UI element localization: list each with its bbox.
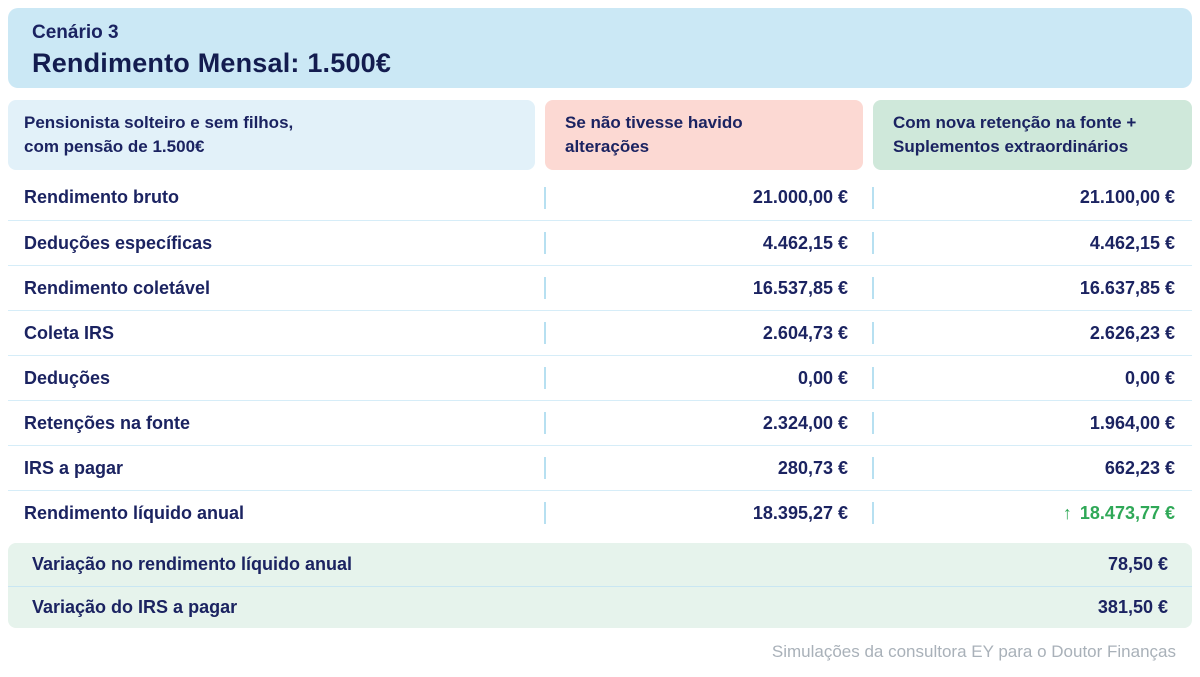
row-label: Deduções: [24, 367, 111, 388]
summary-value: 381,50 €: [1097, 597, 1168, 617]
profile-line-2: com pensão de 1.500€: [24, 137, 205, 156]
row-value-before: 280,73 €: [544, 446, 872, 490]
row-value-after-positive: ↑ 18.473,77 €: [872, 491, 1192, 535]
row-value-after: 2.626,23 €: [872, 311, 1192, 355]
row-label: Deduções específicas: [24, 232, 213, 253]
row-label: Coleta IRS: [24, 322, 115, 343]
after-line-1: Com nova retenção na fonte +: [893, 113, 1137, 132]
column-header-profile: Pensionista solteiro e sem filhos, com p…: [8, 100, 535, 170]
row-value-before: 0,00 €: [544, 356, 872, 400]
row-value-before: 18.395,27 €: [544, 491, 872, 535]
title-block: Cenário 3 Rendimento Mensal: 1.500€: [8, 8, 1192, 88]
page-title: Rendimento Mensal: 1.500€: [32, 48, 392, 78]
after-line-2: Suplementos extraordinários: [893, 137, 1129, 156]
table-row-irs-a-pagar: IRS a pagar 280,73 € 662,23 €: [8, 445, 1192, 490]
row-label: Rendimento coletável: [24, 277, 211, 298]
row-label: Rendimento líquido anual: [24, 502, 244, 523]
table-row-rendimento-liquido-anual: Rendimento líquido anual 18.395,27 € ↑ 1…: [8, 490, 1192, 535]
row-value-after: 18.473,77 €: [1079, 502, 1175, 523]
row-label: Rendimento bruto: [24, 187, 179, 207]
summary-row-variacao-liquido: Variação no rendimento líquido anual 78,…: [8, 543, 1192, 586]
table-row-rendimento-bruto: Rendimento bruto 21.000,00 € 21.100,00 €: [8, 175, 1192, 220]
row-value-after: 662,23 €: [872, 446, 1192, 490]
source-credit: Simulações da consultora EY para o Douto…: [771, 642, 1176, 661]
summary-label: Variação do IRS a pagar: [32, 597, 238, 617]
row-label: Retenções na fonte: [24, 412, 191, 433]
row-value-after: 1.964,00 €: [872, 401, 1192, 445]
table-row-rendimento-coletavel: Rendimento coletável 16.537,85 € 16.637,…: [8, 265, 1192, 310]
data-table: Rendimento bruto 21.000,00 € 21.100,00 €…: [8, 175, 1192, 535]
scenario-label: Cenário 3: [32, 22, 119, 43]
row-value-before: 4.462,15 €: [544, 221, 872, 265]
summary-label: Variação no rendimento líquido anual: [32, 554, 353, 574]
row-label: IRS a pagar: [24, 457, 124, 478]
table-row-retencoes-na-fonte: Retenções na fonte 2.324,00 € 1.964,00 €: [8, 400, 1192, 445]
row-value-before: 2.324,00 €: [544, 401, 872, 445]
table-row-deducoes-especificas: Deduções específicas 4.462,15 € 4.462,15…: [8, 220, 1192, 265]
profile-line-1: Pensionista solteiro e sem filhos,: [24, 113, 294, 132]
row-value-after: 4.462,15 €: [872, 221, 1192, 265]
row-value-after: 0,00 €: [872, 356, 1192, 400]
column-header-after: Com nova retenção na fonte + Suplementos…: [873, 100, 1192, 170]
summary-row-variacao-irs: Variação do IRS a pagar 381,50 €: [8, 586, 1192, 628]
row-value-before: 2.604,73 €: [544, 311, 872, 355]
table-row-coleta-irs: Coleta IRS 2.604,73 € 2.626,23 €: [8, 310, 1192, 355]
row-value-after: 16.637,85 €: [872, 266, 1192, 310]
column-header-before: Se não tivesse havido alterações: [545, 100, 863, 170]
row-value-after: 21.100,00 €: [872, 175, 1192, 220]
summary-value: 78,50 €: [1107, 554, 1168, 574]
row-value-before: 21.000,00 €: [544, 175, 872, 220]
before-line-2: alterações: [565, 137, 650, 156]
table-row-deducoes: Deduções 0,00 € 0,00 €: [8, 355, 1192, 400]
row-value-before: 16.537,85 €: [544, 266, 872, 310]
column-headers: Pensionista solteiro e sem filhos, com p…: [8, 100, 1192, 170]
before-line-1: Se não tivesse havido: [565, 113, 743, 132]
variation-summary-block: Variação no rendimento líquido anual 78,…: [8, 543, 1192, 628]
up-arrow-icon: ↑: [1062, 502, 1072, 523]
